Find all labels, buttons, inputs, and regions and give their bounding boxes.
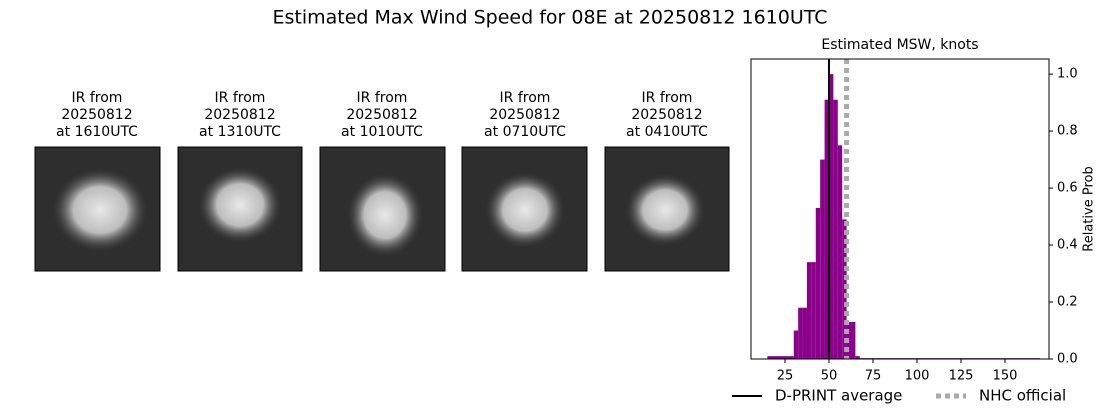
panel-label: at 1610UTC bbox=[56, 124, 138, 140]
x-tick-label: 75 bbox=[865, 369, 882, 384]
y-tick-label: 1.0 bbox=[1057, 67, 1078, 82]
y-tick-label: 0.8 bbox=[1057, 124, 1078, 139]
bar bbox=[842, 219, 847, 359]
ir-image bbox=[461, 146, 588, 272]
bar bbox=[802, 307, 807, 359]
bar bbox=[806, 262, 812, 359]
y-tick-label: 0.4 bbox=[1057, 238, 1078, 253]
panel-label: IR from bbox=[500, 90, 551, 106]
ir-images bbox=[34, 146, 730, 272]
y-tick-label: 0.6 bbox=[1057, 181, 1078, 196]
bar bbox=[793, 330, 799, 359]
bar bbox=[815, 208, 821, 359]
bar bbox=[820, 159, 825, 359]
y-axis-label: Relative Prob bbox=[1082, 166, 1097, 251]
bar bbox=[824, 99, 829, 360]
panel-label: 20250812 bbox=[489, 107, 560, 123]
y-tick-label: 0.2 bbox=[1057, 295, 1078, 310]
panel-label: at 0710UTC bbox=[484, 124, 566, 140]
panel-label: 20250812 bbox=[346, 107, 417, 123]
bar bbox=[833, 99, 838, 360]
panel-label: at 1010UTC bbox=[341, 124, 423, 140]
ir-image bbox=[34, 146, 161, 272]
legend-label: NHC official bbox=[979, 387, 1066, 405]
ir-image bbox=[604, 146, 730, 272]
x-tick-label: 125 bbox=[949, 369, 974, 384]
panel-label: at 1310UTC bbox=[199, 124, 281, 140]
ir-image bbox=[177, 146, 303, 272]
panel-label: at 0410UTC bbox=[626, 124, 708, 140]
panel-label: IR from bbox=[215, 90, 266, 106]
ir-image bbox=[319, 146, 446, 272]
panel-label: 20250812 bbox=[204, 107, 275, 123]
panel-label: IR from bbox=[357, 90, 408, 106]
panel-label: IR from bbox=[642, 90, 693, 106]
bar bbox=[767, 356, 794, 359]
bar bbox=[811, 262, 816, 359]
figure-title: Estimated Max Wind Speed for 08E at 2025… bbox=[272, 7, 827, 29]
bar bbox=[837, 145, 843, 359]
chart-title: Estimated MSW, knots bbox=[821, 37, 978, 53]
panel-label: 20250812 bbox=[631, 107, 702, 123]
x-tick-label: 50 bbox=[821, 369, 838, 384]
legend-label: D-PRINT average bbox=[775, 387, 902, 405]
x-tick-label: 25 bbox=[777, 369, 794, 384]
x-tick-label: 100 bbox=[905, 369, 930, 384]
bar bbox=[850, 321, 856, 359]
plot-frame bbox=[750, 58, 1050, 360]
panel-label: 20250812 bbox=[61, 107, 132, 123]
bar bbox=[798, 307, 803, 359]
bar bbox=[855, 356, 860, 359]
bar bbox=[828, 74, 834, 359]
x-tick-label: 150 bbox=[993, 369, 1018, 384]
y-tick-label: 0.0 bbox=[1057, 352, 1078, 367]
panel-label: IR from bbox=[72, 90, 123, 106]
